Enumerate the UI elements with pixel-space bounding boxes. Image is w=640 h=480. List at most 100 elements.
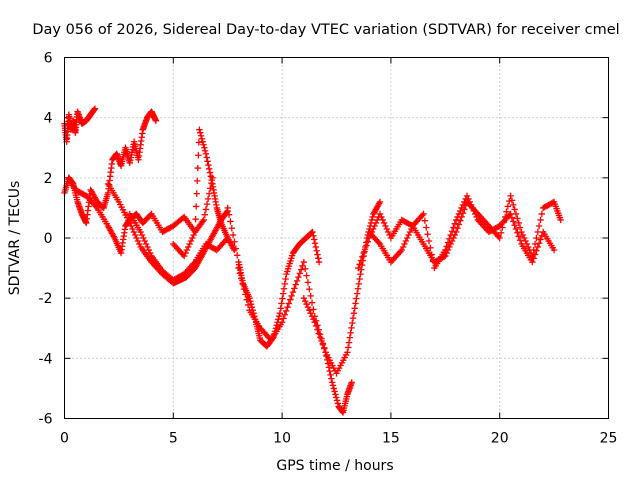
data-point [300, 258, 308, 266]
y-tick-labels: -6 -4 -2 0 2 4 6 [39, 51, 53, 428]
data-point [473, 213, 480, 221]
data-point [200, 216, 207, 224]
data-point [194, 164, 201, 172]
data-point [515, 219, 522, 227]
data-point [140, 234, 147, 242]
data-point [201, 144, 208, 151]
data-point [312, 243, 320, 251]
data-point [503, 208, 510, 215]
data-point [134, 237, 142, 245]
data-point [247, 297, 254, 305]
data-point [332, 391, 339, 398]
data-point [132, 231, 139, 239]
data-point [142, 240, 150, 248]
data-point [137, 228, 144, 236]
y-tick-label: 2 [44, 171, 53, 187]
data-point [203, 200, 211, 208]
data-point [201, 211, 209, 218]
data-point [314, 326, 321, 333]
data-point [275, 316, 282, 323]
data-point [508, 214, 516, 221]
series-cmel-track-c [65, 174, 216, 257]
data-point [193, 190, 200, 197]
data-point [315, 255, 322, 262]
data-point [348, 324, 355, 332]
data-point [519, 231, 527, 239]
data-point [204, 158, 211, 165]
data-point [420, 210, 427, 218]
data-point [520, 234, 528, 242]
x-tick-labels: 0 5 10 15 20 25 [60, 431, 617, 447]
data-point [507, 210, 514, 218]
data-point [234, 252, 241, 259]
data-point [277, 305, 284, 312]
data-point [529, 258, 536, 266]
data-point [443, 243, 450, 250]
data-point [461, 198, 468, 206]
data-point [359, 253, 366, 261]
data-point [349, 319, 356, 327]
data-point [357, 270, 364, 278]
data-point [518, 228, 525, 236]
data-point [442, 246, 449, 254]
data-point [459, 201, 467, 209]
data-point [408, 225, 415, 233]
data-point [523, 240, 531, 248]
data-point [319, 341, 327, 348]
data-point [315, 258, 323, 266]
data-point [512, 210, 520, 218]
data-point [550, 246, 558, 254]
x-tick-label: 20 [491, 431, 509, 447]
data-point [196, 126, 203, 133]
data-point [514, 215, 521, 222]
data-point [470, 207, 478, 215]
data-point [457, 207, 464, 215]
data-point [129, 225, 136, 233]
data-point [512, 225, 520, 233]
data-point [454, 213, 461, 221]
data-point [311, 240, 319, 247]
data-point [515, 233, 522, 240]
data-point [328, 375, 335, 382]
data-point [280, 285, 288, 292]
data-point [466, 198, 473, 206]
data-point [296, 270, 303, 277]
data-point [452, 216, 460, 224]
data-point [316, 334, 324, 341]
data-point [325, 364, 333, 371]
data-point [429, 258, 437, 265]
data-point [138, 231, 146, 239]
x-tick-label: 5 [169, 431, 178, 447]
data-point [206, 190, 213, 197]
y-tick-label: -2 [39, 291, 53, 307]
data-point [329, 382, 337, 389]
data-point [448, 228, 456, 235]
data-point [186, 240, 193, 248]
data-point [231, 238, 238, 245]
data-point [353, 290, 361, 297]
data-point [197, 132, 205, 139]
data-point [183, 246, 191, 254]
data-point [130, 228, 138, 236]
y-tick-label: -6 [39, 412, 53, 428]
data-point [454, 225, 461, 232]
data-point [530, 255, 537, 262]
data-point [369, 213, 376, 221]
data-point [308, 299, 316, 306]
data-point [145, 246, 153, 254]
data-point [202, 206, 210, 213]
data-point [238, 275, 245, 282]
data-point [511, 206, 518, 213]
data-point [307, 292, 314, 300]
data-point [127, 222, 135, 230]
data-point [236, 270, 244, 277]
data-point [240, 285, 248, 293]
data-point [344, 344, 352, 351]
data-point [533, 247, 540, 254]
data-point [363, 242, 370, 249]
data-point [455, 221, 463, 228]
data-point [472, 210, 479, 218]
data-point [535, 222, 543, 230]
data-point [136, 240, 143, 248]
data-point [306, 307, 313, 314]
